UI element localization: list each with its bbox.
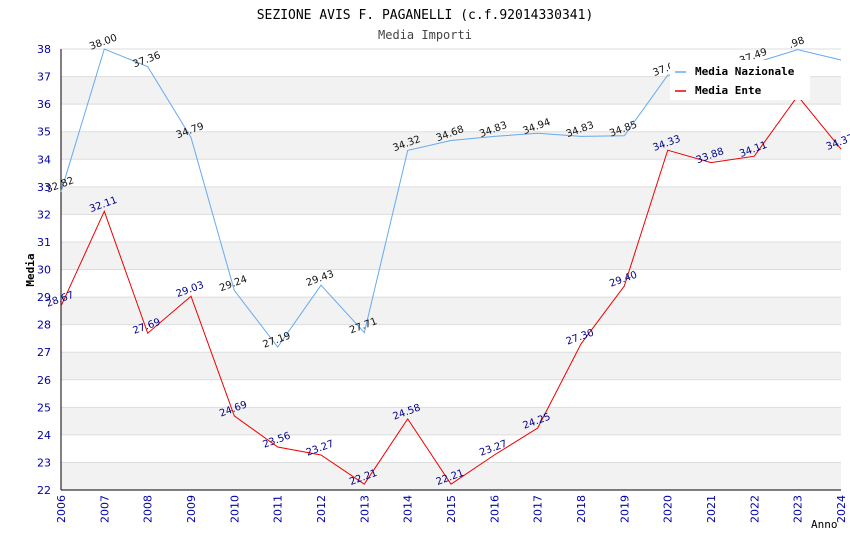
legend-label-media-ente: Media Ente <box>695 84 762 97</box>
y-axis-title: Media <box>24 253 37 286</box>
y-tick-label: 31 <box>37 236 51 249</box>
grid-bands <box>61 76 841 490</box>
x-tick-label: 2022 <box>748 495 761 523</box>
legend: Media Nazionale Media Ente <box>670 60 810 100</box>
x-tick-label: 2014 <box>402 495 415 523</box>
y-tick-label: 34 <box>37 153 51 166</box>
y-tick-label: 32 <box>37 208 51 221</box>
x-tick-label: 2009 <box>185 495 198 523</box>
data-label: 37.36 <box>131 50 162 70</box>
x-tick-label: 2008 <box>142 495 155 523</box>
y-tick-labels: 22 23 24 25 26 27 28 29 30 31 32 33 34 35 36 37 38 <box>37 43 51 497</box>
series-line-media-ente <box>60 95 842 485</box>
grid-band <box>61 462 841 490</box>
x-tick-label: 2013 <box>358 495 371 523</box>
grid-band <box>61 297 841 325</box>
y-tick-label: 26 <box>37 374 51 387</box>
data-label: 23.27 <box>305 439 336 459</box>
y-tick-label: 30 <box>37 264 51 277</box>
grid-band <box>61 186 841 215</box>
y-tick-label: 22 <box>37 484 51 497</box>
x-tick-label: 2018 <box>575 495 588 523</box>
grid-band <box>61 352 841 380</box>
data-label: .98 <box>787 35 806 51</box>
data-label: 27.19 <box>261 331 292 351</box>
x-tick-label: 2015 <box>445 495 458 523</box>
y-tick-label: 35 <box>37 126 51 139</box>
x-tick-label: 2012 <box>315 495 328 523</box>
x-tick-label: 2007 <box>98 495 111 523</box>
y-tick-label: 33 <box>37 181 51 194</box>
x-tick-label: 2017 <box>532 495 545 523</box>
y-tick-label: 29 <box>37 291 51 304</box>
grid-band <box>61 131 841 160</box>
legend-box <box>670 60 810 100</box>
y-tick-label: 27 <box>37 346 51 359</box>
x-tick-label: 2006 <box>55 495 68 523</box>
x-tick-label: 2020 <box>662 495 675 523</box>
y-tick-label: 38 <box>37 43 51 56</box>
x-tick-label: 2021 <box>705 495 718 523</box>
x-tick-label: 2010 <box>228 495 241 523</box>
y-tick-label: 24 <box>37 429 51 442</box>
x-tick-labels: 2006 2007 2008 2009 2010 2011 2012 2013 2014 2015… <box>55 495 848 523</box>
grid-band <box>61 241 841 270</box>
y-tick-label: 28 <box>37 319 51 332</box>
y-tick-label: 25 <box>37 401 51 414</box>
y-tick-label: 36 <box>37 98 51 111</box>
y-tick-label: 37 <box>37 71 51 84</box>
x-tick-label: 2023 <box>792 495 805 523</box>
chart-subtitle: Media Importi <box>378 28 472 42</box>
grid-band <box>61 407 841 435</box>
legend-label-media-nazionale: Media Nazionale <box>695 65 795 78</box>
x-tick-label: 2011 <box>272 495 285 523</box>
x-tick-label: 2024 <box>835 495 848 523</box>
y-tick-label: 23 <box>37 456 51 469</box>
x-tick-label: 2016 <box>488 495 501 523</box>
x-tick-label: 2019 <box>618 495 631 523</box>
data-label: 38.00 <box>88 33 119 53</box>
data-label: 29.24 <box>218 274 249 294</box>
chart-title: SEZIONE AVIS F. PAGANELLI (c.f.920143303… <box>257 8 594 23</box>
x-axis-title: Anno <box>811 518 838 531</box>
